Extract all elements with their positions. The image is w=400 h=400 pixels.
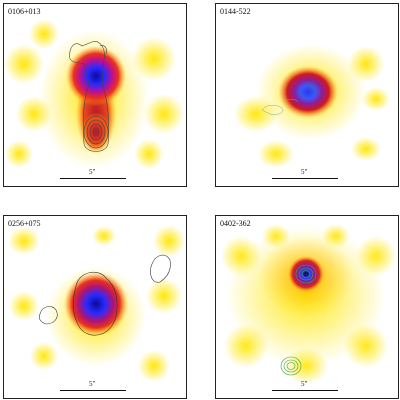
radio-contours bbox=[38, 254, 171, 336]
scale-bar bbox=[272, 390, 338, 391]
diffuse-emission bbox=[221, 224, 396, 384]
scale-label: 5" bbox=[89, 380, 96, 388]
panel-label: 0402-362 bbox=[220, 219, 251, 228]
panel-0402-362: 0402-362 5" bbox=[215, 215, 399, 399]
emission-map bbox=[4, 19, 184, 169]
panel-label: 0106+013 bbox=[8, 7, 41, 16]
emission-map bbox=[8, 225, 185, 382]
scale-bar bbox=[272, 178, 338, 179]
emission-map bbox=[234, 44, 390, 168]
scale-label: 5" bbox=[89, 168, 96, 176]
panel-0256-075: 0256+075 5" bbox=[3, 215, 187, 399]
emission-map bbox=[221, 224, 396, 384]
panel-0106-013: 0106+013 5" bbox=[3, 3, 187, 187]
panel-0144-522: 0144-522 5" bbox=[215, 3, 399, 187]
radio-contours bbox=[69, 41, 110, 152]
panel-label: 0256+075 bbox=[8, 219, 41, 228]
core-emission bbox=[278, 66, 338, 118]
scale-bar bbox=[60, 178, 126, 179]
radio-contours bbox=[261, 81, 321, 115]
scale-bar bbox=[60, 390, 126, 391]
scale-label: 5" bbox=[301, 168, 308, 176]
radio-contours bbox=[280, 264, 317, 376]
core-emission bbox=[64, 272, 128, 336]
core-emission bbox=[66, 46, 126, 106]
panel-label: 0144-522 bbox=[220, 7, 251, 16]
core-emission bbox=[288, 256, 324, 292]
scale-label: 5" bbox=[301, 380, 308, 388]
